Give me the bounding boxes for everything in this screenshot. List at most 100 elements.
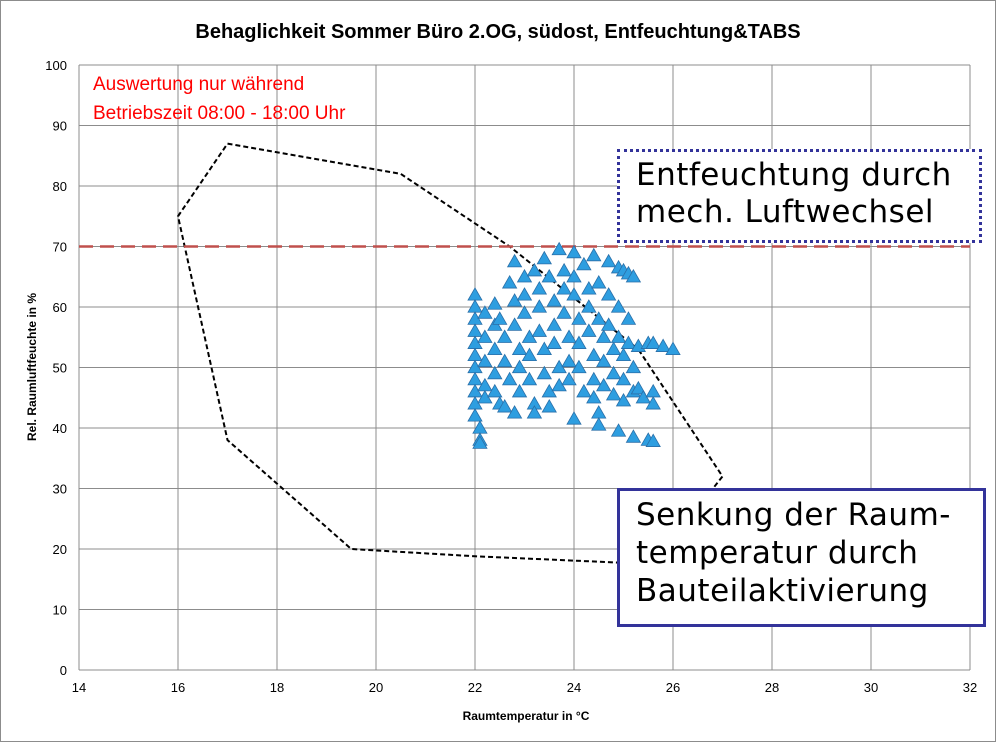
data-point — [596, 353, 612, 368]
data-point — [516, 305, 533, 319]
data-point — [625, 429, 642, 443]
data-point — [586, 247, 602, 262]
data-point — [556, 305, 572, 319]
cooling-annotation-line-3: Bauteilaktivierung — [636, 573, 929, 609]
data-point — [576, 256, 592, 271]
data-point — [645, 383, 661, 398]
data-point — [521, 347, 538, 362]
data-point — [551, 241, 567, 256]
data-point — [506, 317, 523, 331]
y-tick-label: 50 — [53, 361, 67, 376]
data-point — [586, 389, 602, 404]
data-point — [610, 423, 627, 437]
y-tick-label: 60 — [53, 300, 67, 315]
data-point — [521, 371, 538, 386]
data-point — [561, 329, 577, 343]
y-tick-label: 70 — [53, 240, 67, 255]
x-tick-label: 24 — [567, 680, 581, 695]
data-point — [511, 359, 528, 374]
dehumidification-annotation-line-2: mech. Luftwechsel — [636, 194, 935, 230]
data-point — [467, 287, 483, 301]
data-point — [467, 408, 483, 422]
data-point — [586, 347, 602, 362]
data-point — [487, 365, 503, 380]
x-tick-labels: 14 16 18 20 22 24 26 28 30 32 — [72, 680, 977, 695]
data-point — [591, 405, 607, 419]
data-point — [477, 305, 493, 319]
data-point — [561, 371, 577, 386]
data-point — [566, 268, 582, 283]
data-point — [531, 299, 548, 313]
x-tick-label: 30 — [864, 680, 878, 695]
y-tick-labels: 0 10 20 30 40 50 60 70 80 90 100 — [45, 58, 67, 678]
y-tick-label: 80 — [53, 179, 67, 194]
data-point — [620, 311, 637, 325]
data-point — [610, 329, 627, 343]
data-point — [541, 399, 557, 413]
data-point — [536, 365, 552, 380]
data-point — [487, 383, 503, 398]
data-point — [630, 380, 647, 395]
data-point — [501, 274, 518, 289]
data-point — [571, 335, 587, 349]
data-point — [561, 353, 577, 368]
data-point — [492, 311, 508, 325]
data-point — [625, 268, 642, 283]
data-point — [546, 335, 562, 349]
x-tick-label: 28 — [765, 680, 779, 695]
data-point — [506, 253, 523, 268]
operating-time-note-line-1: Auswertung nur während — [93, 74, 304, 95]
cooling-annotation: Senkung der Raum- temperatur durch Baute… — [617, 488, 986, 627]
data-point — [516, 287, 533, 301]
data-point — [566, 411, 582, 425]
data-point — [531, 323, 548, 337]
data-point — [566, 287, 582, 301]
data-point — [600, 317, 617, 331]
y-tick-label: 0 — [60, 663, 67, 678]
data-point — [467, 371, 483, 386]
cooling-annotation-line-2: temperatur durch — [636, 535, 919, 571]
data-point — [501, 371, 518, 386]
data-point — [556, 262, 572, 277]
data-point — [591, 274, 607, 289]
data-point — [511, 341, 528, 356]
y-tick-label: 30 — [53, 482, 67, 497]
data-point — [655, 338, 671, 352]
data-point — [615, 347, 632, 362]
data-point — [546, 317, 562, 331]
x-axis-label: Raumtemperatur in °C — [463, 709, 590, 723]
data-point — [571, 311, 587, 325]
data-point — [531, 281, 548, 295]
data-point — [576, 383, 592, 398]
data-point — [497, 399, 513, 413]
data-point — [596, 377, 612, 392]
data-point — [665, 341, 681, 356]
x-tick-label: 16 — [171, 680, 185, 695]
dehumidification-annotation-line-1: Entfeuchtung durch — [636, 157, 952, 193]
data-point — [467, 347, 483, 362]
y-tick-label: 90 — [53, 119, 67, 134]
cooling-annotation-line-1: Senkung der Raum- — [636, 497, 951, 533]
data-point — [591, 417, 607, 431]
data-point — [600, 253, 617, 268]
data-point — [591, 311, 607, 325]
data-point — [472, 435, 488, 449]
data-point — [645, 433, 661, 447]
data-point — [605, 386, 622, 401]
data-point — [581, 299, 597, 313]
data-point — [566, 244, 582, 259]
y-tick-label: 20 — [53, 542, 67, 557]
data-point — [586, 371, 602, 386]
chart-title: Behaglichkeit Sommer Büro 2.OG, südost, … — [195, 21, 800, 43]
data-point — [615, 392, 632, 407]
dehumidification-annotation: Entfeuchtung durch mech. Luftwechsel — [617, 149, 982, 243]
x-tick-label: 26 — [666, 680, 680, 695]
data-point — [477, 353, 493, 368]
y-tick-label: 10 — [53, 603, 67, 618]
data-points — [467, 241, 681, 449]
data-point — [467, 299, 483, 313]
data-point — [556, 281, 572, 295]
data-point — [477, 329, 493, 343]
data-point — [596, 329, 612, 343]
